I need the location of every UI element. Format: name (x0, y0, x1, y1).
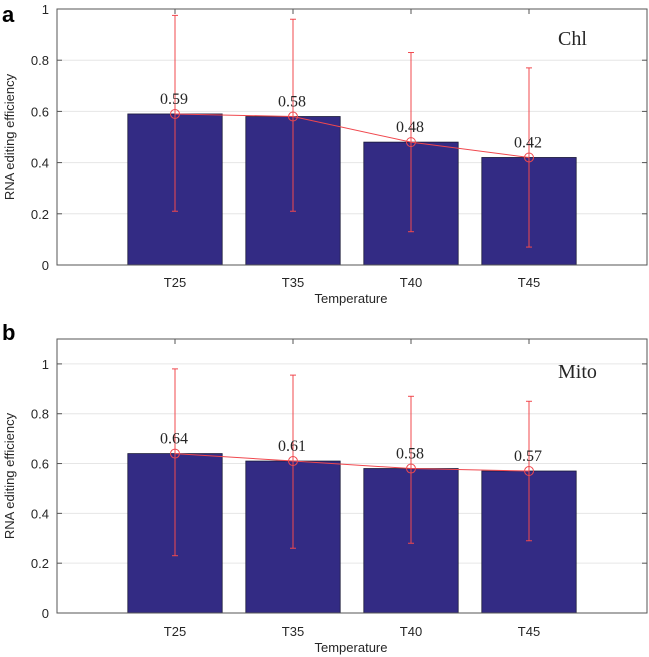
x-tick-label: T45 (518, 624, 540, 639)
x-tick-label: T45 (518, 275, 540, 290)
data-label: 0.61 (278, 438, 306, 455)
x-tick-label: T40 (400, 624, 422, 639)
data-point (288, 111, 298, 122)
data-point (406, 463, 416, 474)
data-point (524, 466, 534, 477)
axes-frame (56, 8, 648, 266)
y-tick-label: 0 (42, 258, 49, 273)
data-point (406, 137, 416, 148)
x-axis-label: Temperature (315, 291, 388, 306)
x-tick-label: T25 (164, 624, 186, 639)
panel-label: b (2, 320, 15, 345)
panel-annotation: Mito (558, 361, 597, 383)
y-axis-label: RNA editing efficiency (2, 73, 17, 200)
x-tick-label: T25 (164, 275, 186, 290)
y-axis-label: RNA editing efficiency (2, 412, 17, 539)
data-label: 0.59 (160, 91, 188, 108)
y-tick-label: 0 (42, 606, 49, 621)
y-tick-label: 0.6 (31, 457, 49, 472)
y-tick-label: 0.8 (31, 407, 49, 422)
panel-b: 0 0.2 0.4 0.6 0.8 1 T25 T35 T40 T45 0.64 0.61 0.58 0.… (2, 320, 648, 655)
data-label: 0.42 (514, 134, 542, 151)
panel-annotation: Chl (558, 28, 587, 50)
x-axis-label: Temperature (315, 640, 388, 655)
data-label: 0.64 (160, 431, 188, 448)
data-label: 0.58 (278, 94, 306, 111)
y-tick-label: 0.2 (31, 207, 49, 222)
y-tick-label: 1 (42, 357, 49, 372)
data-point (524, 152, 534, 163)
panel-a: 0 0.2 0.4 0.6 0.8 1 T25 T35 T40 T45 0.59 0.58 0.48 0.… (2, 2, 648, 306)
y-tick-label: 0.8 (31, 53, 49, 68)
data-label: 0.58 (396, 446, 424, 463)
data-point (170, 108, 180, 119)
data-point (170, 448, 180, 459)
y-tick-label: 0.4 (31, 506, 49, 521)
x-tick-label: T35 (282, 624, 304, 639)
data-label: 0.57 (514, 448, 542, 465)
mean-line (174, 113, 530, 158)
axes-frame (56, 338, 648, 614)
y-tick-label: 0.6 (31, 104, 49, 119)
data-point (288, 456, 298, 467)
y-tick-label: 1 (42, 2, 49, 17)
mean-line (174, 453, 530, 472)
y-tick-label: 0.4 (31, 156, 49, 171)
y-tick-label: 0.2 (31, 556, 49, 571)
x-tick-label: T40 (400, 275, 422, 290)
x-tick-label: T35 (282, 275, 304, 290)
data-label: 0.48 (396, 119, 424, 136)
panel-label: a (2, 2, 15, 27)
